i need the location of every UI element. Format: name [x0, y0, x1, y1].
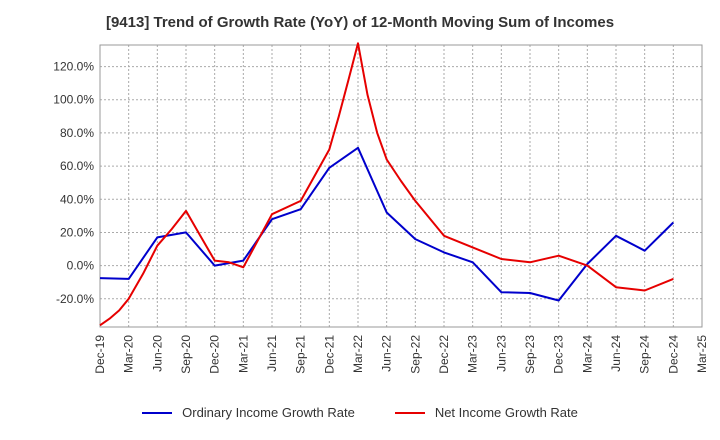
x-tick-label: Jun-21 [265, 335, 279, 372]
x-tick-label: Mar-25 [695, 335, 709, 373]
y-axis-ticks: -20.0% 0.0% 20.0% 40.0% 60.0% 80.0% 100.0% 120.… [53, 60, 94, 306]
x-tick-label: Sep-22 [408, 335, 422, 374]
legend-item-ordinary-income: Ordinary Income Growth Rate [142, 405, 355, 420]
x-tick-label: Dec-22 [437, 335, 451, 374]
x-tick-label: Mar-24 [580, 335, 594, 373]
x-tick-label: Sep-20 [179, 335, 193, 374]
grid-layer [99, 45, 703, 327]
y-tick-label: 120.0% [53, 60, 94, 74]
y-tick-label: 100.0% [53, 93, 94, 107]
x-tick-label: Mar-21 [236, 335, 250, 373]
x-tick-label: Dec-23 [552, 335, 566, 374]
y-tick-label: 20.0% [60, 225, 94, 239]
series-layer [99, 42, 675, 327]
y-tick-label: 0.0% [67, 259, 95, 273]
x-axis-ticks: Dec-19 Mar-20 Jun-20 Sep-20 Dec-20 Mar-21 Jun-… [93, 335, 709, 374]
x-tick-label: Sep-21 [294, 335, 308, 374]
legend-swatch-ordinary-income [142, 411, 173, 414]
series-line-ordinary-income [99, 146, 675, 302]
x-tick-label: Jun-22 [380, 335, 394, 372]
x-tick-label: Dec-21 [322, 335, 336, 374]
x-tick-label: Mar-23 [466, 335, 480, 373]
legend-label-net-income: Net Income Growth Rate [434, 405, 578, 420]
x-tick-label: Jun-23 [494, 335, 508, 372]
x-tick-label: Sep-24 [638, 335, 652, 374]
chart-title: [9413] Trend of Growth Rate (YoY) of 12-… [105, 14, 615, 31]
y-tick-label: -20.0% [56, 292, 94, 306]
x-tick-label: Dec-24 [666, 335, 680, 374]
x-tick-label: Jun-24 [609, 335, 623, 372]
y-tick-label: 80.0% [60, 126, 94, 140]
x-tick-label: Sep-23 [523, 335, 537, 374]
legend-swatch-net-income [394, 411, 425, 414]
x-tick-label: Mar-20 [122, 335, 136, 373]
x-tick-label: Mar-22 [351, 335, 365, 373]
y-tick-label: 60.0% [60, 159, 94, 173]
x-tick-label: Dec-19 [93, 335, 107, 374]
legend: Ordinary Income Growth Rate Net Income G… [0, 405, 720, 420]
plot-frame [99, 44, 703, 328]
legend-label-ordinary-income: Ordinary Income Growth Rate [182, 405, 355, 420]
x-tick-label: Jun-20 [150, 335, 164, 372]
y-tick-label: 40.0% [60, 192, 94, 206]
x-tick-label: Dec-20 [208, 335, 222, 374]
series-line-net-income [99, 42, 674, 327]
legend-item-net-income: Net Income Growth Rate [394, 405, 578, 420]
